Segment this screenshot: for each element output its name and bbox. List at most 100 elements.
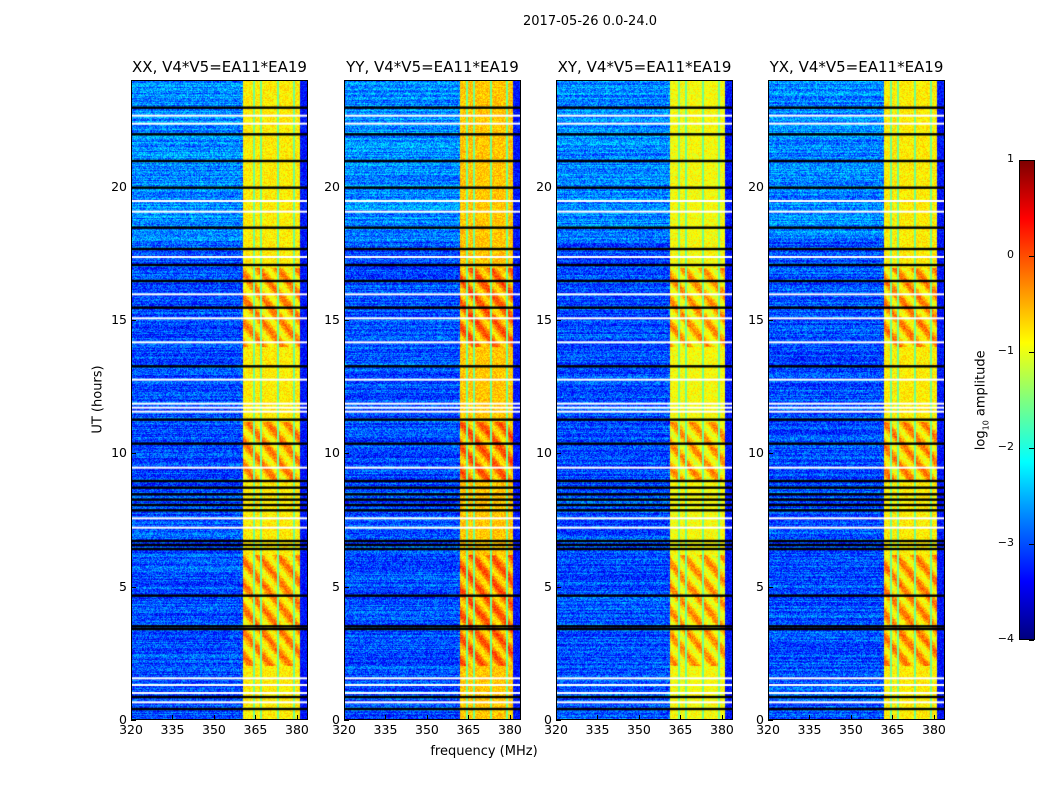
- colorbar-tick-label: −3: [997, 536, 1014, 549]
- colorbar-tick-label: −4: [997, 632, 1014, 645]
- y-tick-label: 0: [544, 712, 552, 727]
- y-tick-label: 5: [756, 578, 764, 594]
- y-tick: [768, 186, 773, 188]
- spectrogram-image: [345, 81, 520, 719]
- x-tick: [344, 715, 345, 720]
- colorbar: [1019, 160, 1035, 640]
- colorbar-tick: [1029, 448, 1034, 449]
- x-tick-label: 365: [456, 722, 481, 737]
- x-tick: [385, 715, 387, 720]
- y-tick: [768, 320, 773, 321]
- y-tick-label: 15: [111, 312, 127, 327]
- y-tick-label: 15: [536, 312, 552, 327]
- y-tick: [344, 453, 349, 455]
- y-axis-label: UT (hours): [90, 365, 106, 434]
- x-tick-label: 365: [880, 722, 905, 737]
- x-tick: [850, 715, 852, 720]
- colorbar-tick-label: −2: [997, 440, 1014, 453]
- colorbar-tick: [1029, 256, 1034, 257]
- x-axis-label: frequency (MHz): [430, 744, 538, 759]
- spectrogram-panel: [344, 80, 521, 720]
- y-tick-label: 5: [332, 578, 340, 594]
- x-tick-label: 380: [922, 722, 946, 737]
- spectrogram-panel: [556, 80, 733, 720]
- y-tick-label: 10: [536, 445, 552, 461]
- x-tick-label: 350: [202, 722, 226, 737]
- x-tick-label: 350: [627, 722, 651, 737]
- y-tick: [344, 186, 349, 188]
- y-tick: [556, 586, 561, 588]
- y-tick: [131, 453, 136, 455]
- spectrogram-image: [132, 81, 307, 719]
- panel-title: XY, V4*V5=EA11*EA19: [557, 58, 732, 76]
- y-tick: [131, 720, 136, 721]
- y-tick-label: 5: [544, 578, 552, 594]
- x-tick-label: 380: [710, 722, 734, 737]
- y-tick-label: 20: [748, 178, 764, 194]
- y-tick: [344, 320, 349, 321]
- x-tick-label: 350: [839, 722, 863, 737]
- x-tick: [296, 715, 298, 720]
- x-tick-label: 335: [585, 722, 610, 737]
- y-tick-label: 5: [119, 578, 127, 594]
- spectrogram-panel: [131, 80, 308, 720]
- y-tick: [768, 586, 773, 588]
- x-tick-label: 350: [415, 722, 439, 737]
- x-tick: [809, 715, 811, 720]
- y-tick-label: 10: [111, 445, 127, 461]
- x-tick-label: 320: [756, 722, 780, 737]
- x-tick: [172, 715, 174, 720]
- colorbar-label-sub: 10: [981, 420, 991, 431]
- y-tick-label: 0: [119, 712, 127, 727]
- colorbar-tick: [1029, 160, 1034, 161]
- spectrogram-panel: [768, 80, 945, 720]
- y-tick: [131, 186, 136, 188]
- colorbar-tick-label: 0: [1007, 248, 1014, 261]
- x-tick: [933, 715, 935, 720]
- x-tick-label: 335: [160, 722, 185, 737]
- x-tick-label: 380: [498, 722, 522, 737]
- x-tick: [680, 715, 682, 720]
- y-tick-label: 10: [748, 445, 764, 461]
- y-tick: [556, 453, 561, 455]
- x-tick-label: 335: [797, 722, 822, 737]
- x-tick: [597, 715, 599, 720]
- y-tick: [344, 720, 349, 721]
- figure-title: 2017-05-26 0.0-24.0: [523, 14, 657, 29]
- y-tick: [556, 720, 561, 721]
- x-tick-label: 380: [285, 722, 309, 737]
- x-tick: [892, 715, 894, 720]
- y-tick-label: 20: [111, 178, 127, 194]
- y-tick-label: 15: [748, 312, 764, 327]
- x-tick-label: 335: [373, 722, 398, 737]
- colorbar-tick-label: −1: [997, 344, 1014, 357]
- y-tick-label: 20: [324, 178, 340, 194]
- x-tick-label: 320: [119, 722, 143, 737]
- x-tick-label: 320: [332, 722, 356, 737]
- colorbar-tick-label: 1: [1007, 152, 1014, 165]
- panel-title: YX, V4*V5=EA11*EA19: [769, 58, 944, 76]
- colorbar-tick: [1029, 544, 1034, 545]
- y-tick-label: 15: [324, 312, 340, 327]
- panel-title: YY, V4*V5=EA11*EA19: [346, 58, 519, 76]
- y-tick-label: 0: [332, 712, 340, 727]
- x-tick: [768, 715, 769, 720]
- x-tick: [721, 715, 723, 720]
- panel-title: XX, V4*V5=EA11*EA19: [132, 58, 307, 76]
- y-tick: [131, 320, 136, 321]
- y-tick: [344, 586, 349, 588]
- x-tick: [213, 715, 215, 720]
- y-tick: [556, 186, 561, 188]
- x-tick: [131, 715, 132, 720]
- y-tick: [768, 453, 773, 455]
- spectrogram-image: [557, 81, 732, 719]
- x-tick-label: 365: [668, 722, 693, 737]
- x-tick-label: 320: [544, 722, 568, 737]
- y-tick-label: 10: [324, 445, 340, 461]
- colorbar-label-rest: amplitude: [973, 350, 989, 421]
- x-tick-label: 365: [243, 722, 268, 737]
- spectrogram-image: [769, 81, 944, 719]
- x-tick: [509, 715, 511, 720]
- y-tick: [131, 586, 136, 588]
